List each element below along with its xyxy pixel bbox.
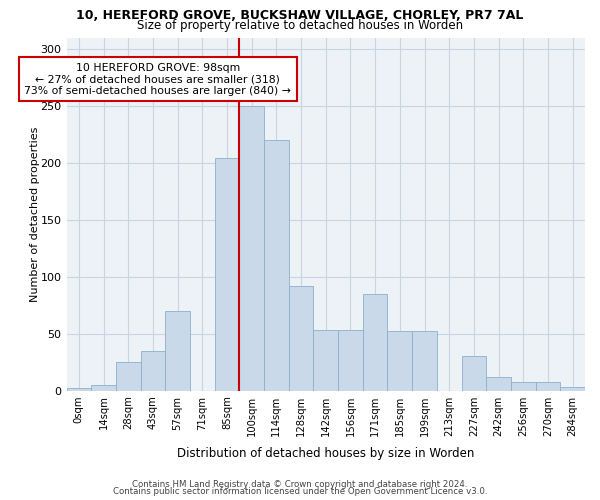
Bar bbox=[461, 356, 486, 390]
Text: 10 HEREFORD GROVE: 98sqm
← 27% of detached houses are smaller (318)
73% of semi-: 10 HEREFORD GROVE: 98sqm ← 27% of detach… bbox=[25, 62, 291, 96]
Bar bbox=[486, 377, 511, 390]
Text: Size of property relative to detached houses in Worden: Size of property relative to detached ho… bbox=[137, 18, 463, 32]
Bar bbox=[536, 382, 560, 390]
Bar bbox=[91, 385, 116, 390]
Text: Contains HM Land Registry data © Crown copyright and database right 2024.: Contains HM Land Registry data © Crown c… bbox=[132, 480, 468, 489]
Bar bbox=[67, 388, 91, 390]
Bar bbox=[116, 362, 140, 390]
Bar bbox=[511, 382, 536, 390]
Text: Contains public sector information licensed under the Open Government Licence v3: Contains public sector information licen… bbox=[113, 488, 487, 496]
Bar bbox=[560, 387, 585, 390]
Y-axis label: Number of detached properties: Number of detached properties bbox=[30, 126, 40, 302]
Bar bbox=[313, 330, 338, 390]
X-axis label: Distribution of detached houses by size in Worden: Distribution of detached houses by size … bbox=[177, 447, 475, 460]
Bar bbox=[289, 286, 313, 391]
Bar bbox=[239, 106, 264, 391]
Bar bbox=[338, 330, 363, 390]
Bar bbox=[215, 158, 239, 390]
Bar bbox=[264, 140, 289, 390]
Bar bbox=[165, 311, 190, 390]
Bar bbox=[388, 332, 412, 390]
Bar bbox=[363, 294, 388, 390]
Bar bbox=[140, 351, 165, 391]
Bar bbox=[412, 332, 437, 390]
Text: 10, HEREFORD GROVE, BUCKSHAW VILLAGE, CHORLEY, PR7 7AL: 10, HEREFORD GROVE, BUCKSHAW VILLAGE, CH… bbox=[76, 9, 524, 22]
